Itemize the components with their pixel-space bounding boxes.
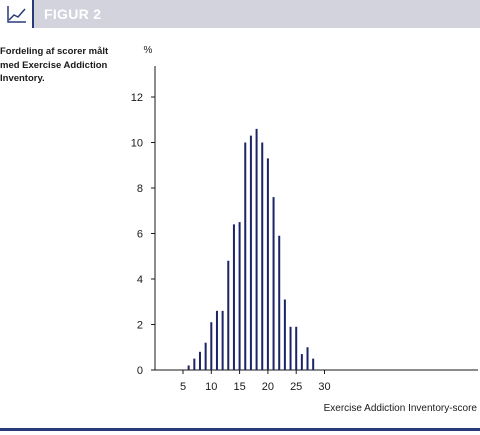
x-tick-label: 5 [180,381,186,393]
figure-title: FIGUR 2 [44,6,102,22]
axes: 0 2 4 6 8 10 12 5 10 15 20 25 30 [131,66,478,393]
y-tick-label: 6 [137,229,143,241]
y-tick-label: 10 [131,138,143,150]
bottom-rule [0,428,480,431]
y-tick-label: 4 [137,274,143,286]
x-axis-label: Exercise Addiction Inventory-score [324,403,478,414]
y-tick-label: 2 [137,320,143,332]
bars [187,128,315,370]
figure-caption: Fordeling af scorer målt med Exercise Ad… [0,46,109,84]
x-tick-label: 10 [205,381,217,393]
header-icon-box [0,0,32,28]
y-axis-label: % [144,45,153,56]
line-chart-icon [7,6,26,23]
x-tick-label: 25 [290,381,302,393]
x-tick-label: 30 [318,381,330,393]
x-tick-label: 20 [262,381,274,393]
y-tick-label: 8 [137,183,143,195]
header-divider [32,0,34,28]
figure-header: FIGUR 2 [0,0,480,28]
y-tick-label: 12 [131,92,143,104]
x-tick-label: 15 [233,381,245,393]
y-tick-label: 0 [137,365,143,377]
